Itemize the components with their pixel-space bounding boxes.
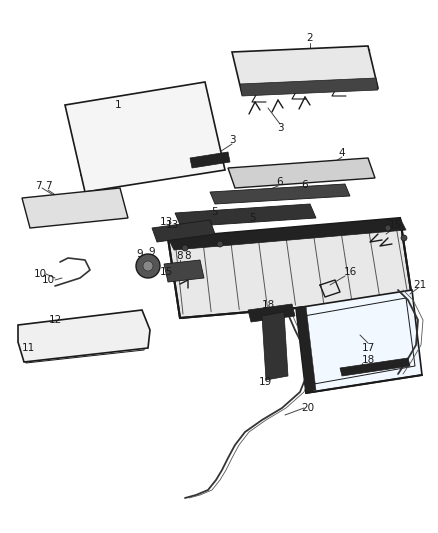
Polygon shape <box>232 46 378 94</box>
Text: 16: 16 <box>343 267 357 277</box>
Text: 3: 3 <box>277 123 283 133</box>
Polygon shape <box>190 152 230 168</box>
Text: 17: 17 <box>361 343 374 353</box>
Polygon shape <box>210 184 350 204</box>
Circle shape <box>136 254 160 278</box>
Circle shape <box>143 261 153 271</box>
Text: 6: 6 <box>302 180 308 190</box>
Polygon shape <box>18 310 150 362</box>
Text: 2: 2 <box>307 33 313 43</box>
Polygon shape <box>262 312 288 380</box>
Polygon shape <box>22 188 128 228</box>
Text: 13: 13 <box>159 217 173 227</box>
Polygon shape <box>168 218 412 318</box>
Text: 5: 5 <box>212 207 218 217</box>
Text: 20: 20 <box>301 403 314 413</box>
Polygon shape <box>175 204 316 227</box>
Text: 1: 1 <box>115 100 121 110</box>
Text: 10: 10 <box>42 275 55 285</box>
Polygon shape <box>152 220 215 242</box>
Text: 11: 11 <box>21 343 35 353</box>
Circle shape <box>217 241 223 247</box>
Circle shape <box>182 245 188 251</box>
Text: 9: 9 <box>137 249 143 259</box>
Text: 18: 18 <box>361 355 374 365</box>
Text: 5: 5 <box>249 213 255 223</box>
Text: 4: 4 <box>339 148 345 158</box>
Text: 8: 8 <box>185 251 191 261</box>
Text: 10: 10 <box>33 269 46 279</box>
Circle shape <box>401 235 407 241</box>
Text: 15: 15 <box>389 220 402 230</box>
Text: 18: 18 <box>261 300 275 310</box>
Circle shape <box>385 225 391 231</box>
Text: 8: 8 <box>177 251 184 261</box>
Text: 6: 6 <box>277 177 283 187</box>
Polygon shape <box>296 306 316 393</box>
Polygon shape <box>168 218 406 250</box>
Polygon shape <box>240 78 378 96</box>
Text: 13: 13 <box>166 220 179 230</box>
Text: 19: 19 <box>258 377 272 387</box>
Text: 9: 9 <box>148 247 155 257</box>
Polygon shape <box>340 358 410 376</box>
Polygon shape <box>164 260 204 282</box>
Text: 3: 3 <box>229 135 235 145</box>
Polygon shape <box>248 304 295 322</box>
Text: 12: 12 <box>48 315 62 325</box>
Text: 21: 21 <box>413 280 427 290</box>
Polygon shape <box>296 290 422 393</box>
Polygon shape <box>228 158 375 188</box>
Text: 7: 7 <box>45 181 51 191</box>
Text: 15: 15 <box>159 267 173 277</box>
Polygon shape <box>65 82 225 192</box>
Text: 7: 7 <box>35 181 41 191</box>
